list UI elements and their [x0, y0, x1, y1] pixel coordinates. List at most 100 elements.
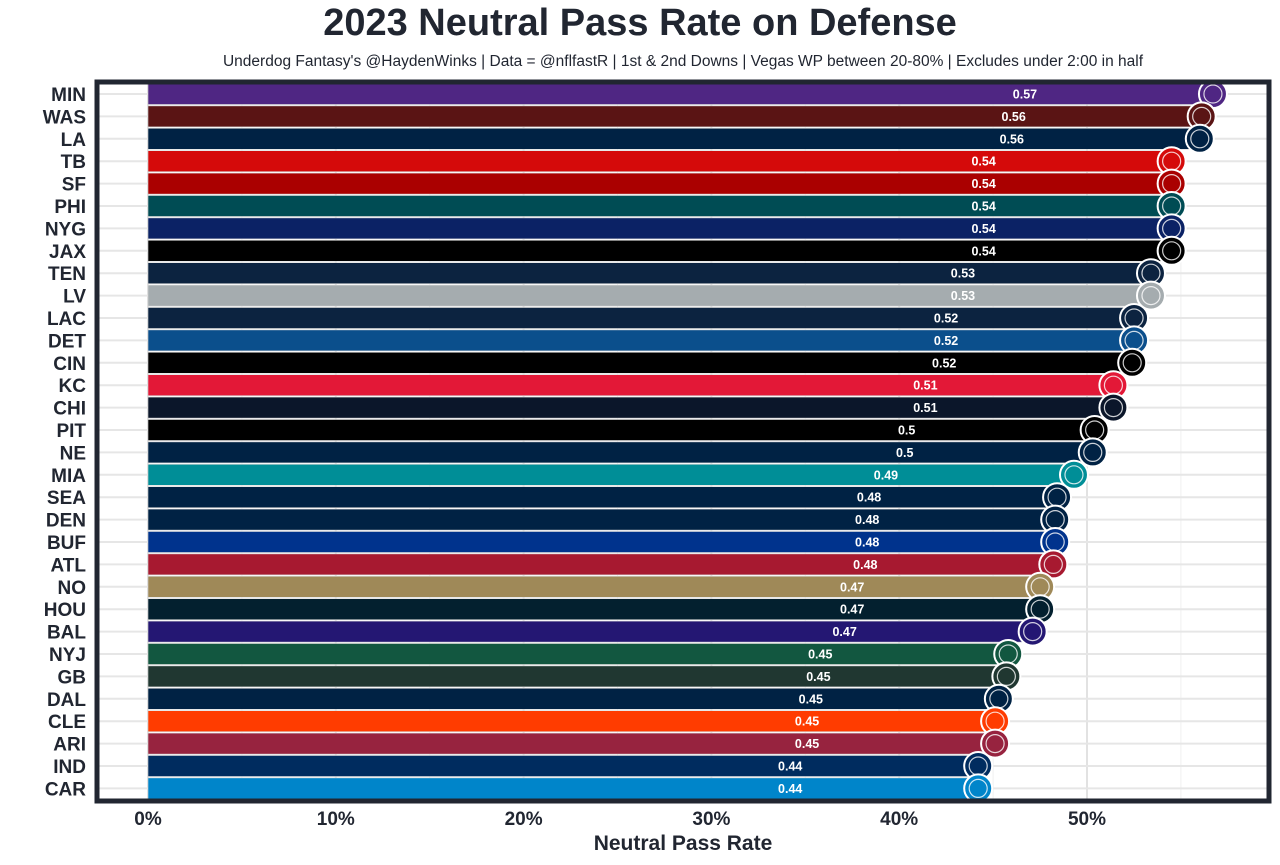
y-axis-labels: MINWASLATBSFPHINYGJAXTENLVLACDETCINKCCHI…	[43, 85, 87, 800]
value-label-kc: 0.51	[913, 379, 937, 393]
colts-logo-icon	[963, 751, 994, 781]
y-label-cle: CLE	[48, 712, 86, 733]
y-label-tb: TB	[61, 152, 86, 173]
value-label-mia: 0.49	[874, 468, 898, 482]
value-label-chi: 0.51	[913, 401, 937, 415]
x-tick-label: 50%	[1068, 809, 1106, 830]
bar-sea	[147, 486, 1056, 509]
value-label-jax: 0.54	[971, 244, 995, 258]
value-label-min: 0.57	[1013, 88, 1037, 102]
value-label-cle: 0.45	[795, 715, 819, 729]
value-label-nyg: 0.54	[971, 222, 995, 236]
y-label-nyj: NYJ	[49, 645, 86, 666]
y-label-lac: LAC	[47, 309, 86, 330]
value-label-hou: 0.47	[840, 603, 864, 617]
panel-border	[94, 79, 1272, 804]
bar-bal	[147, 620, 1031, 643]
y-label-la: LA	[61, 130, 87, 151]
value-label-cin: 0.52	[932, 356, 956, 370]
bar-la	[147, 128, 1199, 150]
bengals-logo-icon	[1117, 347, 1148, 378]
patriots-logo-icon	[1077, 437, 1108, 468]
value-label-la: 0.56	[1000, 132, 1024, 146]
y-label-chi: CHI	[53, 399, 86, 420]
bar-lv	[147, 284, 1150, 307]
value-label-ari: 0.45	[795, 737, 819, 751]
bar-ne	[147, 441, 1092, 464]
falcons-logo-icon	[1038, 549, 1069, 580]
cardinals-logo-icon	[980, 728, 1011, 759]
bar-buf	[147, 531, 1054, 553]
bar-pit	[147, 419, 1093, 441]
x-axis-labels: 0% 10% 20% 30% 40% 50%	[134, 809, 1106, 830]
y-label-nyg: NYG	[45, 219, 86, 240]
bar-min	[147, 83, 1212, 105]
bar-det	[147, 329, 1133, 352]
y-label-jax: JAX	[49, 242, 86, 263]
y-label-ne: NE	[60, 443, 86, 464]
packers-logo-icon	[991, 661, 1022, 692]
value-label-ne: 0.5	[896, 446, 913, 460]
y-label-atl: ATL	[50, 555, 86, 576]
bar-cle	[147, 710, 994, 733]
y-label-was: WAS	[43, 107, 86, 128]
value-label-ind: 0.44	[778, 760, 802, 774]
x-tick-label: 40%	[880, 809, 918, 830]
y-label-det: DET	[48, 331, 86, 352]
y-label-phi: PHI	[54, 197, 86, 218]
value-label-sea: 0.48	[857, 491, 881, 505]
value-label-was: 0.56	[1002, 110, 1026, 124]
dolphins-logo-icon	[1058, 459, 1089, 490]
y-label-den: DEN	[46, 511, 86, 532]
bar-nyg	[147, 217, 1170, 240]
bar-no	[147, 575, 1039, 598]
value-label-lv: 0.53	[951, 289, 975, 303]
ravens-logo-icon	[1017, 616, 1048, 647]
jaguars-logo-icon	[1156, 235, 1187, 266]
value-labels: 0.57 0.56 0.56 0.54 0.54 0.54 0.54 0.54 0.53 0.53…	[778, 88, 1037, 796]
value-label-phi: 0.54	[971, 200, 995, 214]
y-label-ari: ARI	[53, 735, 86, 756]
y-label-no: NO	[58, 578, 87, 599]
y-label-pit: PIT	[56, 421, 86, 442]
y-label-car: CAR	[45, 779, 86, 800]
bar-den	[147, 508, 1054, 531]
y-label-ind: IND	[53, 757, 86, 778]
y-label-kc: KC	[59, 376, 87, 397]
value-label-lac: 0.52	[934, 312, 958, 326]
bar-jax	[147, 240, 1170, 262]
bar-ind	[147, 755, 977, 777]
x-tick-label: 30%	[692, 809, 730, 830]
value-label-atl: 0.48	[853, 558, 877, 572]
bar-series	[147, 83, 1212, 800]
raiders-logo-icon	[1135, 280, 1166, 311]
bar-atl	[147, 553, 1052, 576]
y-label-dal: DAL	[47, 690, 86, 711]
bar-sf	[147, 172, 1170, 195]
x-tick-label: 10%	[317, 809, 355, 830]
value-label-gb: 0.45	[806, 670, 830, 684]
bar-cin	[147, 351, 1131, 374]
chiefs-logo-icon	[1098, 370, 1129, 401]
bar-nyj	[147, 643, 1007, 665]
commanders-logo-icon	[1186, 101, 1217, 132]
bar-lac	[147, 307, 1133, 329]
value-label-car: 0.44	[778, 782, 802, 796]
bears-logo-icon	[1098, 392, 1129, 423]
chart-title: 2023 Neutral Pass Rate on Defense	[323, 2, 957, 44]
value-label-tb: 0.54	[971, 155, 995, 169]
y-label-lv: LV	[63, 287, 86, 308]
value-label-bal: 0.47	[832, 625, 856, 639]
x-axis-title: Neutral Pass Rate	[594, 832, 773, 855]
value-label-dal: 0.45	[799, 692, 823, 706]
y-label-sea: SEA	[47, 488, 86, 509]
panthers-logo-icon	[963, 773, 994, 804]
value-label-nyj: 0.45	[808, 648, 832, 662]
bar-phi	[147, 195, 1170, 217]
x-tick-label: 20%	[505, 809, 543, 830]
value-label-pit: 0.5	[898, 424, 915, 438]
bar-dal	[147, 687, 998, 710]
bar-car	[147, 777, 977, 800]
bar-ten	[147, 262, 1150, 285]
